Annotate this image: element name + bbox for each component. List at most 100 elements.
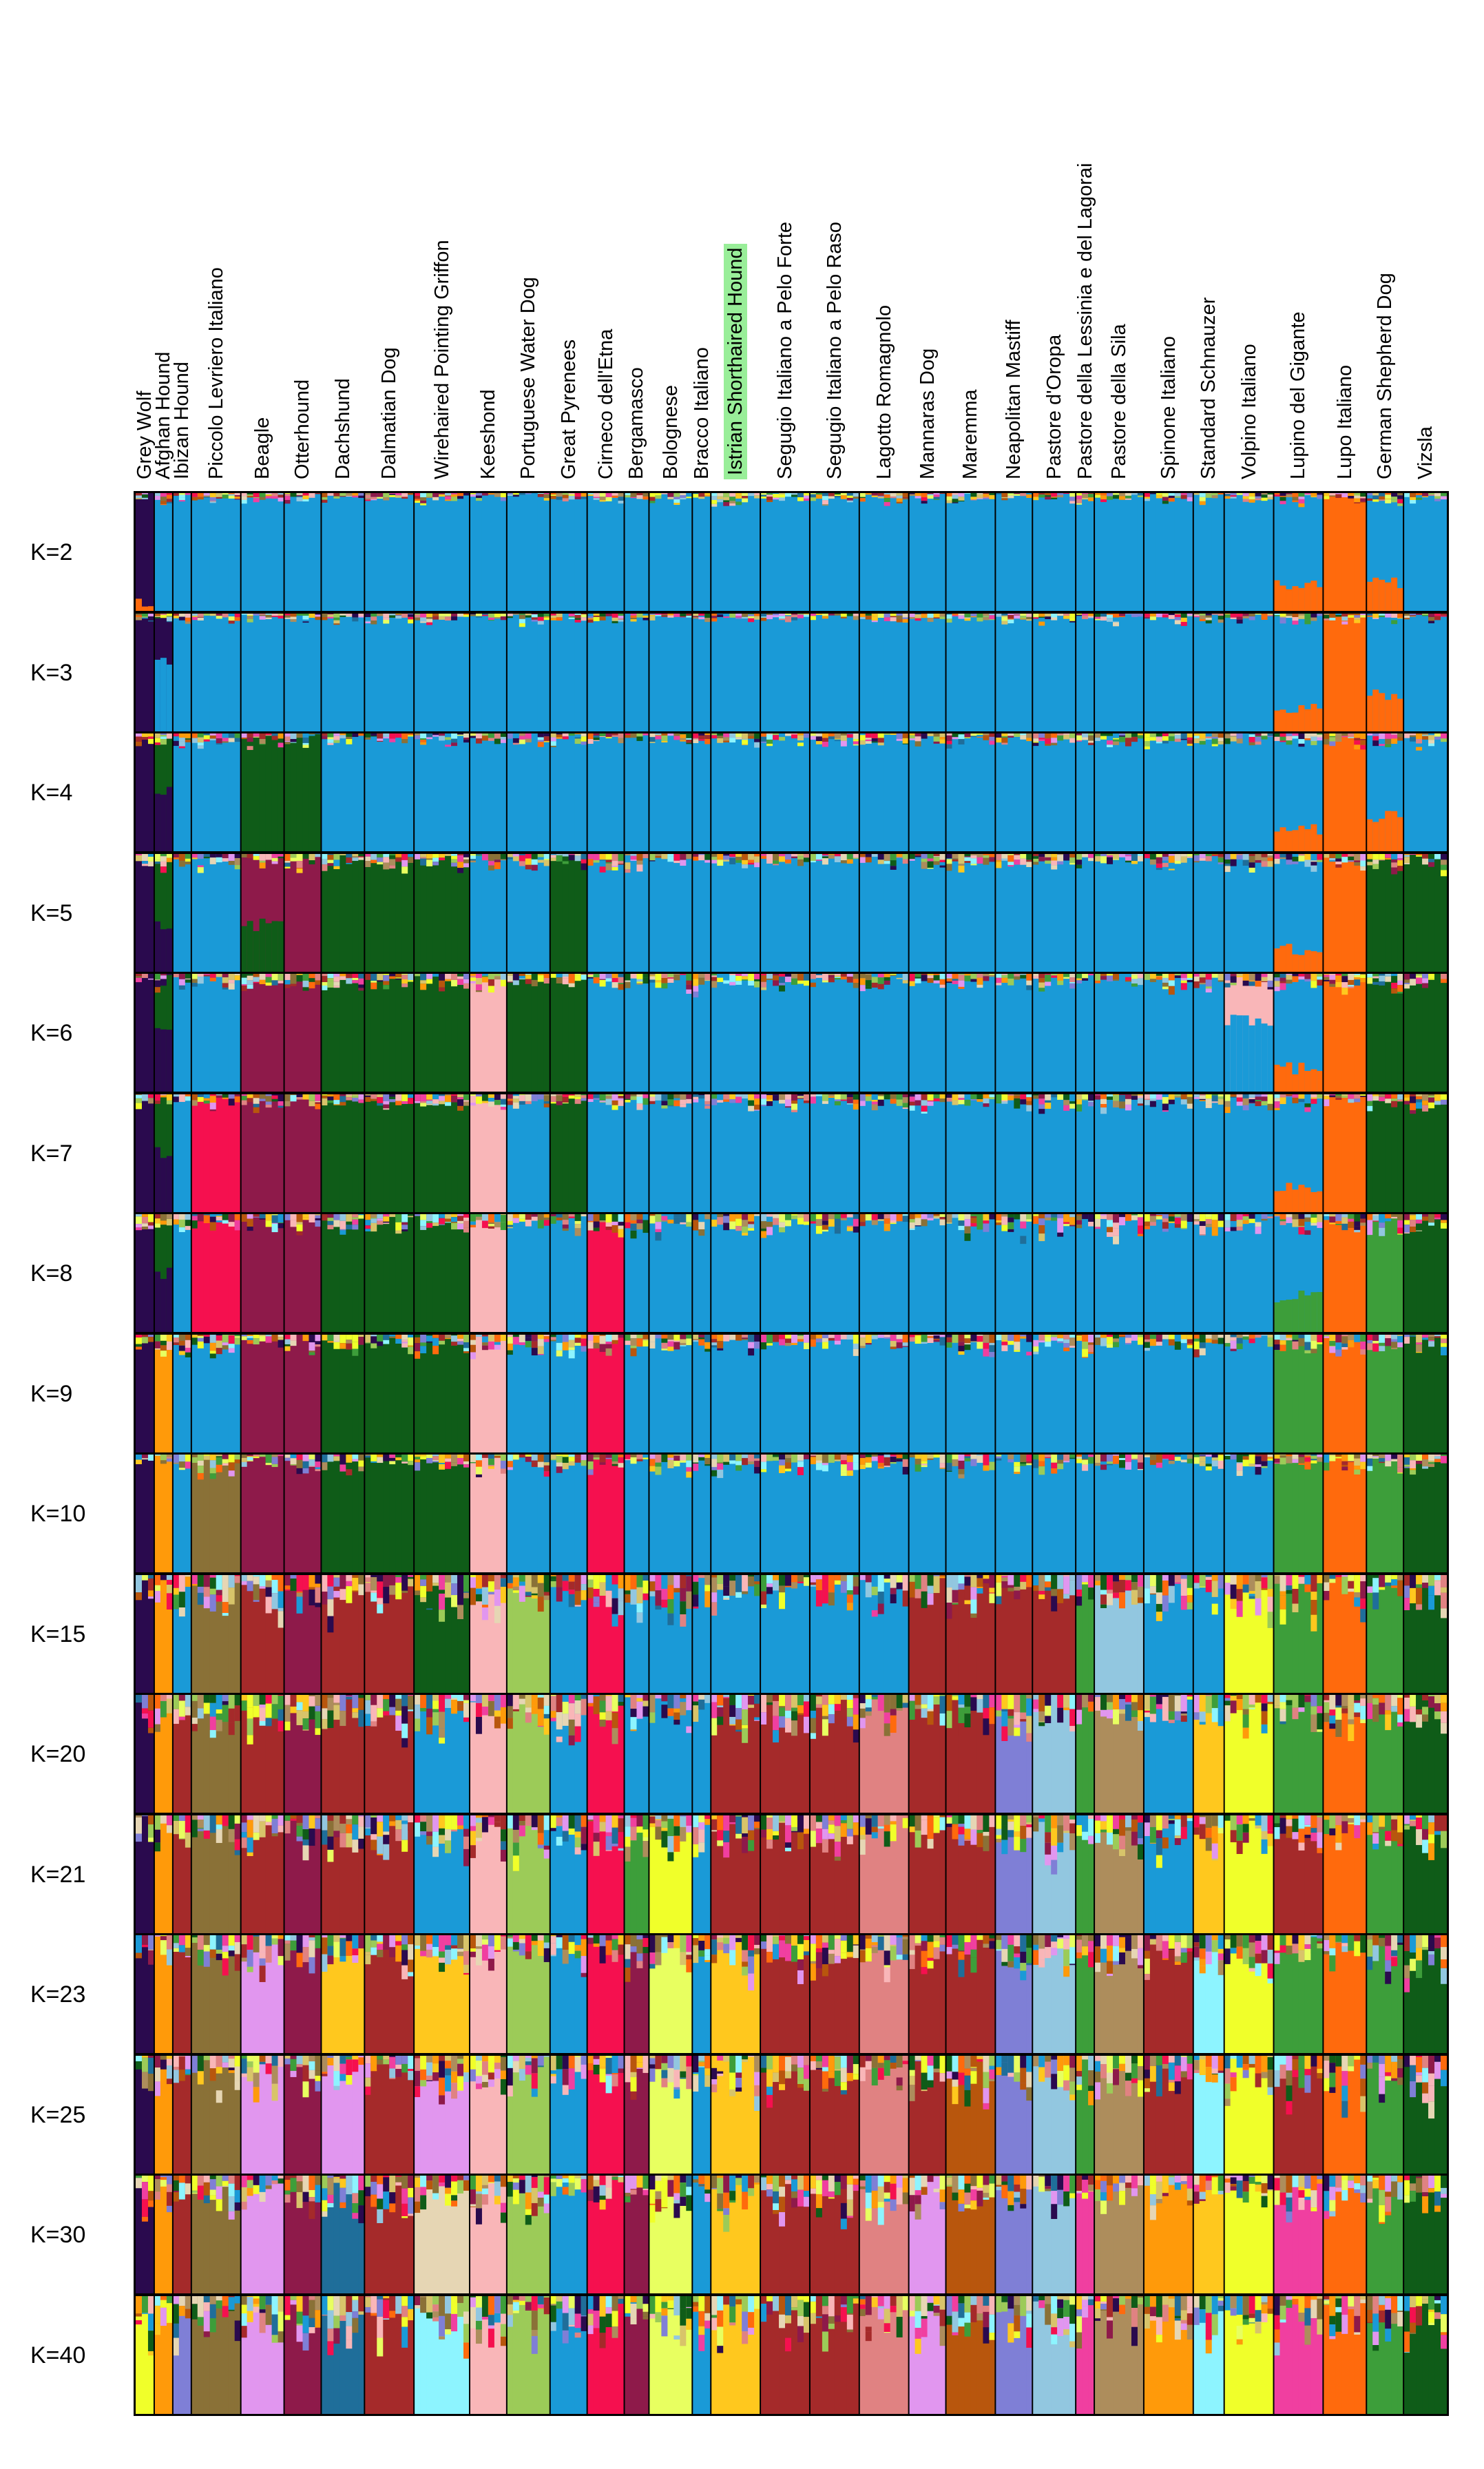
ancestry-fleck	[240, 496, 248, 500]
ancestry-bar	[265, 613, 273, 731]
ancestry-bar	[748, 974, 755, 1092]
ancestry-bar	[1063, 493, 1070, 611]
ancestry-fleck	[358, 857, 365, 860]
ancestry-fleck	[1162, 736, 1169, 741]
ancestry-fleck	[1217, 494, 1225, 498]
ancestry-bar	[1323, 853, 1330, 972]
ancestry-fleck	[259, 1098, 267, 1101]
ancestry-fleck	[302, 987, 310, 991]
ancestry-fleck	[271, 1095, 279, 1099]
ancestry-fleck	[630, 1094, 638, 1096]
ancestry-fleck	[1007, 861, 1014, 865]
ancestry-fleck	[723, 737, 730, 741]
ancestry-fleck	[859, 1101, 866, 1106]
ancestry-fleck	[1397, 992, 1404, 994]
ancestry-fleck	[673, 613, 680, 617]
ancestry-fleck	[1323, 975, 1330, 977]
ancestry-fleck	[945, 614, 953, 618]
ancestry-fleck	[618, 493, 625, 497]
ancestry-bar	[1372, 613, 1379, 731]
ancestry-fleck	[846, 616, 854, 620]
ancestry-fleck	[618, 1095, 625, 1098]
ancestry-bar	[1007, 974, 1014, 1092]
ancestry-fleck	[525, 864, 532, 869]
ancestry-bar	[958, 733, 965, 851]
ancestry-fleck	[593, 615, 600, 617]
ancestry-fleck	[717, 853, 724, 860]
ancestry-bar-secondary	[1397, 587, 1404, 611]
ancestry-bar	[191, 613, 198, 731]
ancestry-fleck	[1187, 743, 1194, 746]
ancestry-bar	[253, 733, 260, 851]
ancestry-fleck	[1410, 979, 1417, 986]
ancestry-fleck	[1001, 742, 1008, 745]
ancestry-fleck	[327, 981, 334, 988]
ancestry-bar-secondary	[160, 794, 167, 851]
ancestry-fleck	[902, 1103, 910, 1107]
ancestry-fleck	[834, 496, 842, 498]
ancestry-fleck	[865, 1094, 872, 1096]
ancestry-bar	[723, 493, 730, 611]
ancestry-fleck	[673, 860, 680, 863]
ancestry-fleck	[809, 1096, 817, 1103]
breed-label: Dachshund	[331, 378, 354, 479]
ancestry-fleck	[1410, 733, 1417, 736]
ancestry-fleck	[358, 856, 365, 857]
ancestry-bar	[333, 853, 340, 972]
admixture-bars	[136, 1214, 1447, 1332]
ancestry-bar	[333, 733, 340, 851]
ancestry-fleck	[228, 974, 236, 980]
ancestry-fleck	[160, 503, 167, 506]
ancestry-bar	[692, 1094, 699, 1212]
ancestry-fleck	[927, 861, 934, 868]
ancestry-bar-secondary	[1366, 581, 1373, 611]
ancestry-bar	[234, 853, 242, 972]
ancestry-fleck	[605, 859, 613, 862]
ancestry-fleck	[587, 975, 594, 977]
ancestry-bar	[581, 853, 588, 972]
ancestry-fleck	[426, 859, 433, 866]
ancestry-fleck	[512, 738, 520, 743]
ancestry-bar	[494, 1094, 501, 1212]
ancestry-fleck	[1193, 981, 1200, 988]
ancestry-fleck	[1428, 494, 1435, 496]
ancestry-fleck	[1317, 613, 1324, 616]
ancestry-bar	[1410, 493, 1417, 611]
ancestry-bar	[346, 1094, 353, 1212]
ancestry-fleck	[593, 853, 600, 860]
ancestry-fleck	[884, 494, 891, 498]
ancestry-fleck	[488, 1101, 495, 1107]
ancestry-fleck	[352, 495, 359, 498]
ancestry-bar	[896, 853, 903, 972]
ancestry-bar	[884, 493, 891, 611]
ancestry-fleck	[339, 1096, 346, 1102]
ancestry-fleck	[1217, 974, 1225, 981]
ancestry-bar	[1113, 613, 1120, 731]
ancestry-fleck	[704, 979, 711, 981]
ancestry-fleck	[389, 976, 396, 979]
ancestry-fleck	[1286, 493, 1293, 494]
ancestry-fleck	[327, 862, 334, 866]
ancestry-fleck	[1397, 857, 1404, 860]
ancestry-fleck	[247, 742, 254, 747]
ancestry-fleck	[809, 979, 817, 983]
ancestry-fleck	[723, 1094, 730, 1099]
ancestry-bar	[1137, 493, 1145, 611]
ancestry-fleck	[327, 974, 334, 979]
ancestry-bar	[389, 974, 396, 1092]
ancestry-fleck	[574, 618, 582, 620]
ancestry-bar	[136, 733, 143, 851]
ancestry-bar	[840, 613, 848, 731]
ancestry-fleck	[1020, 1094, 1027, 1099]
ancestry-fleck	[1441, 1099, 1447, 1105]
ancestry-fleck	[612, 866, 619, 871]
ancestry-fleck	[1279, 493, 1287, 496]
ancestry-bar-secondary	[1292, 712, 1299, 731]
ancestry-fleck	[432, 616, 439, 620]
ancestry-fleck	[259, 497, 267, 500]
ancestry-fleck	[1428, 1097, 1435, 1103]
ancestry-fleck	[871, 853, 879, 857]
ancestry-fleck	[321, 976, 328, 983]
ancestry-bar-secondary	[1267, 1025, 1275, 1092]
ancestry-bar	[216, 1214, 223, 1332]
